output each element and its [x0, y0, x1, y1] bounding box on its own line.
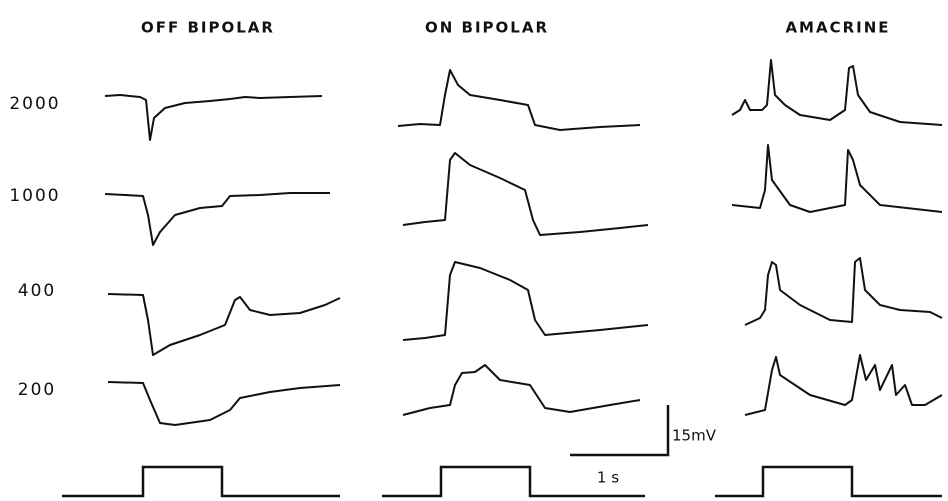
trace: [744, 354, 943, 416]
trace: [104, 192, 330, 246]
stimulus-step: [62, 465, 340, 498]
on-bipolar-traces: [397, 69, 649, 416]
column-title: ON BIPOLAR: [425, 19, 549, 37]
stimulus-markers: [62, 465, 942, 498]
trace: [402, 364, 641, 416]
trace: [744, 257, 943, 326]
trace: [104, 94, 323, 141]
off-bipolar-traces: [104, 94, 341, 426]
trace: [731, 59, 943, 126]
trace: [731, 144, 943, 213]
time-scale-label: 1 s: [597, 469, 619, 487]
row-label: 400: [18, 281, 56, 301]
trace: [107, 381, 341, 426]
trace: [402, 261, 649, 341]
trace: [397, 69, 641, 131]
row-label: 200: [18, 380, 56, 400]
scale-bar-lines: [570, 405, 670, 457]
voltage-scale-label: 15mV: [672, 427, 717, 445]
column-title: OFF BIPOLAR: [141, 19, 275, 37]
row-label: 1000: [9, 186, 60, 206]
row-label: 2000: [9, 94, 60, 114]
stimulus-step: [382, 465, 645, 498]
amacrine-traces: [731, 59, 943, 416]
column-title: AMACRINE: [785, 19, 890, 37]
trace: [107, 293, 341, 356]
stimulus-step: [715, 465, 942, 498]
scale-bar: 15mV 1 s: [570, 405, 717, 487]
trace: [402, 152, 649, 236]
